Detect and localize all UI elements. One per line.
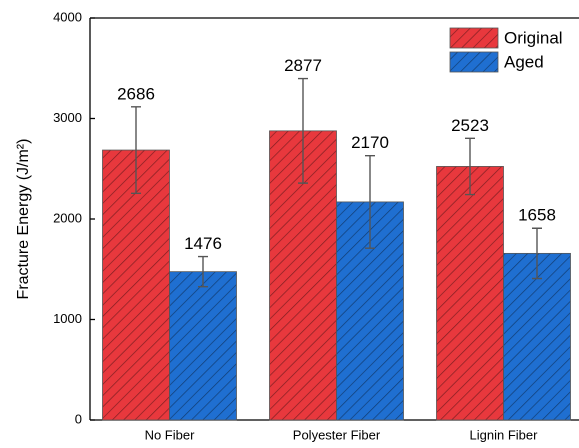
legend-label: Aged — [504, 52, 544, 71]
error-bar — [465, 137, 475, 196]
value-label: 1658 — [518, 206, 556, 225]
x-tick-label: No Fiber — [145, 427, 196, 442]
error-bar — [532, 227, 542, 280]
y-tick-label: 1000 — [53, 311, 82, 326]
x-tick-label: Lignin Fiber — [470, 427, 539, 442]
y-tick-label: 3000 — [53, 110, 82, 125]
y-tick-label: 4000 — [53, 9, 82, 24]
legend-label: Original — [504, 28, 563, 47]
bar — [436, 166, 504, 421]
y-axis-label: Fracture Energy (J/m²) — [15, 139, 32, 300]
value-label: 2877 — [284, 56, 322, 75]
value-label: 2170 — [351, 133, 389, 152]
bar — [169, 271, 237, 421]
bar — [503, 252, 571, 421]
error-bar — [131, 106, 141, 194]
x-tick-label: Polyester Fiber — [293, 427, 381, 442]
y-tick-label: 2000 — [53, 210, 82, 225]
y-tick-label: 0 — [75, 411, 82, 426]
error-bar — [365, 154, 375, 249]
error-bar — [298, 77, 308, 184]
value-label: 1476 — [184, 234, 222, 253]
error-bar — [198, 255, 208, 288]
legend-swatch — [449, 27, 499, 49]
value-label: 2523 — [451, 116, 489, 135]
legend-swatch — [449, 51, 499, 73]
value-label: 2686 — [117, 84, 155, 103]
